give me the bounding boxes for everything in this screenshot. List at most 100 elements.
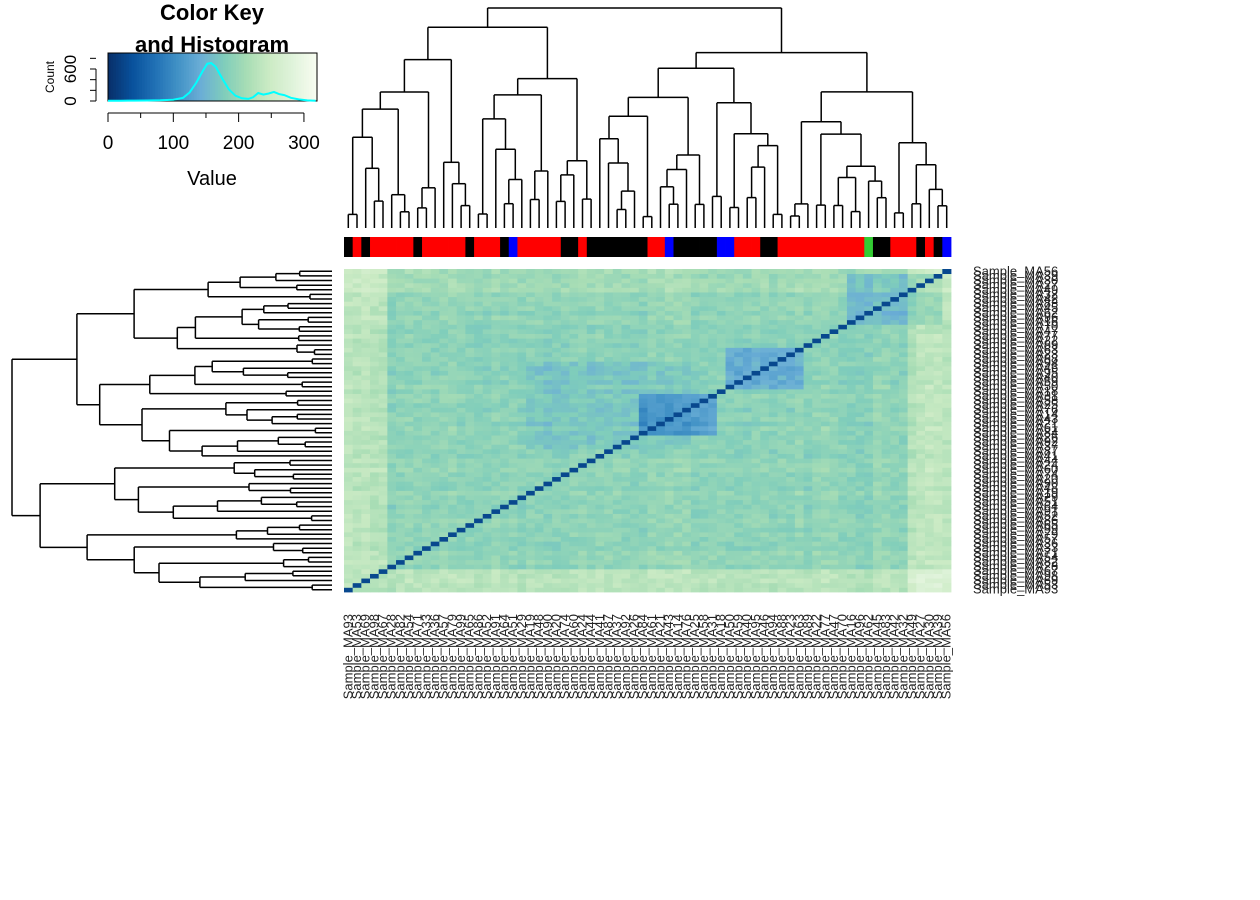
heatmap-cell (829, 370, 839, 376)
heatmap-cell (508, 393, 518, 399)
heatmap-cell (517, 485, 527, 491)
heatmap-cell (612, 425, 622, 431)
heatmap-cell (430, 393, 440, 399)
heatmap-cell (508, 407, 518, 413)
heatmap-cell (552, 476, 562, 482)
heatmap-cell (864, 393, 874, 399)
heatmap-cell (898, 421, 909, 427)
heatmap-cell (933, 559, 943, 565)
heatmap-cell (708, 435, 718, 441)
side-color-Sample_MA57 (439, 237, 449, 257)
heatmap-cell (543, 315, 553, 321)
heatmap-cell (482, 541, 492, 547)
heatmap-cell (491, 448, 501, 454)
heatmap-cell (404, 513, 414, 519)
heatmap-cell (829, 430, 839, 436)
heatmap-cell (595, 504, 605, 510)
heatmap-cell (864, 375, 874, 381)
heatmap-cell (838, 356, 848, 362)
heatmap-cell (517, 352, 527, 358)
heatmap-cell (456, 370, 466, 376)
heatmap-cell (682, 527, 692, 533)
heatmap-cell (794, 573, 804, 579)
heatmap-cell (387, 578, 397, 584)
heatmap-cell (439, 462, 449, 468)
heatmap-cell (396, 578, 406, 584)
heatmap-cell (569, 347, 579, 353)
heatmap-cell (621, 310, 631, 316)
heatmap-cell (742, 527, 752, 533)
heatmap-cell (725, 559, 735, 565)
heatmap-cell (881, 559, 891, 565)
heatmap-cell (439, 365, 449, 371)
heatmap-cell (404, 536, 414, 542)
heatmap-cell (864, 370, 874, 376)
heatmap-cell (604, 439, 614, 445)
heatmap-cell (699, 379, 709, 385)
heatmap-cell (430, 315, 440, 321)
heatmap-cell (760, 388, 770, 394)
heatmap-cell (716, 448, 726, 454)
heatmap-cell (907, 495, 917, 501)
heatmap-cell (786, 347, 796, 353)
heatmap-cell (543, 522, 553, 528)
heatmap-cell (500, 513, 510, 519)
heatmap-cell (448, 550, 458, 556)
heatmap-cell (474, 328, 484, 334)
heatmap-cell (344, 444, 354, 450)
heatmap-cell (916, 310, 926, 316)
heatmap-cell (595, 352, 605, 358)
heatmap-cell (491, 365, 501, 371)
heatmap-cell (465, 472, 475, 478)
heatmap-cell (898, 398, 909, 404)
heatmap-cell (370, 361, 380, 367)
heatmap-cell (890, 550, 900, 556)
heatmap-cell (456, 578, 466, 584)
heatmap-cell (370, 365, 380, 371)
heatmap-cell (456, 430, 466, 436)
heatmap-cell (378, 555, 388, 561)
heatmap-cell (864, 467, 874, 473)
heatmap-cell (500, 504, 510, 510)
heatmap-cell (482, 361, 492, 367)
color-key-swatch (118, 53, 122, 101)
heatmap-cell (543, 508, 553, 514)
heatmap-cell (794, 504, 804, 510)
heatmap-cell (664, 425, 674, 431)
heatmap-cell (664, 407, 674, 413)
heatmap-cell (777, 435, 787, 441)
heatmap-cell (517, 448, 527, 454)
heatmap-cell (751, 435, 761, 441)
heatmap-cell (690, 430, 700, 436)
heatmap-cell (465, 490, 475, 496)
heatmap-cell (543, 573, 553, 579)
heatmap-cell (413, 573, 423, 579)
heatmap-cell (942, 476, 952, 482)
heatmap-cell (890, 388, 900, 394)
heatmap-cell (352, 398, 362, 404)
heatmap-cell (344, 338, 354, 344)
heatmap-cell (500, 342, 510, 348)
heatmap-cell (604, 435, 614, 441)
heatmap-cell (872, 541, 883, 547)
heatmap-cell (500, 379, 510, 385)
heatmap-cell (907, 421, 917, 427)
heatmap-cell (422, 430, 432, 436)
heatmap-cell (881, 444, 891, 450)
heatmap-cell (664, 439, 674, 445)
heatmap-cell (812, 499, 822, 505)
heatmap-cell (586, 416, 596, 422)
heatmap-cell (352, 467, 362, 473)
heatmap-cell (768, 472, 778, 478)
side-color-Sample_MA47 (829, 237, 839, 257)
heatmap-cell (898, 536, 909, 542)
heatmap-cell (933, 328, 943, 334)
heatmap-cell (725, 370, 735, 376)
side-color-Sample_MA60 (569, 237, 579, 257)
heatmap-cell (864, 518, 874, 524)
heatmap-cell (630, 476, 640, 482)
heatmap-cell (777, 495, 787, 501)
heatmap-cell (630, 587, 640, 593)
heatmap-cell (621, 328, 631, 334)
heatmap-cell (482, 444, 492, 450)
